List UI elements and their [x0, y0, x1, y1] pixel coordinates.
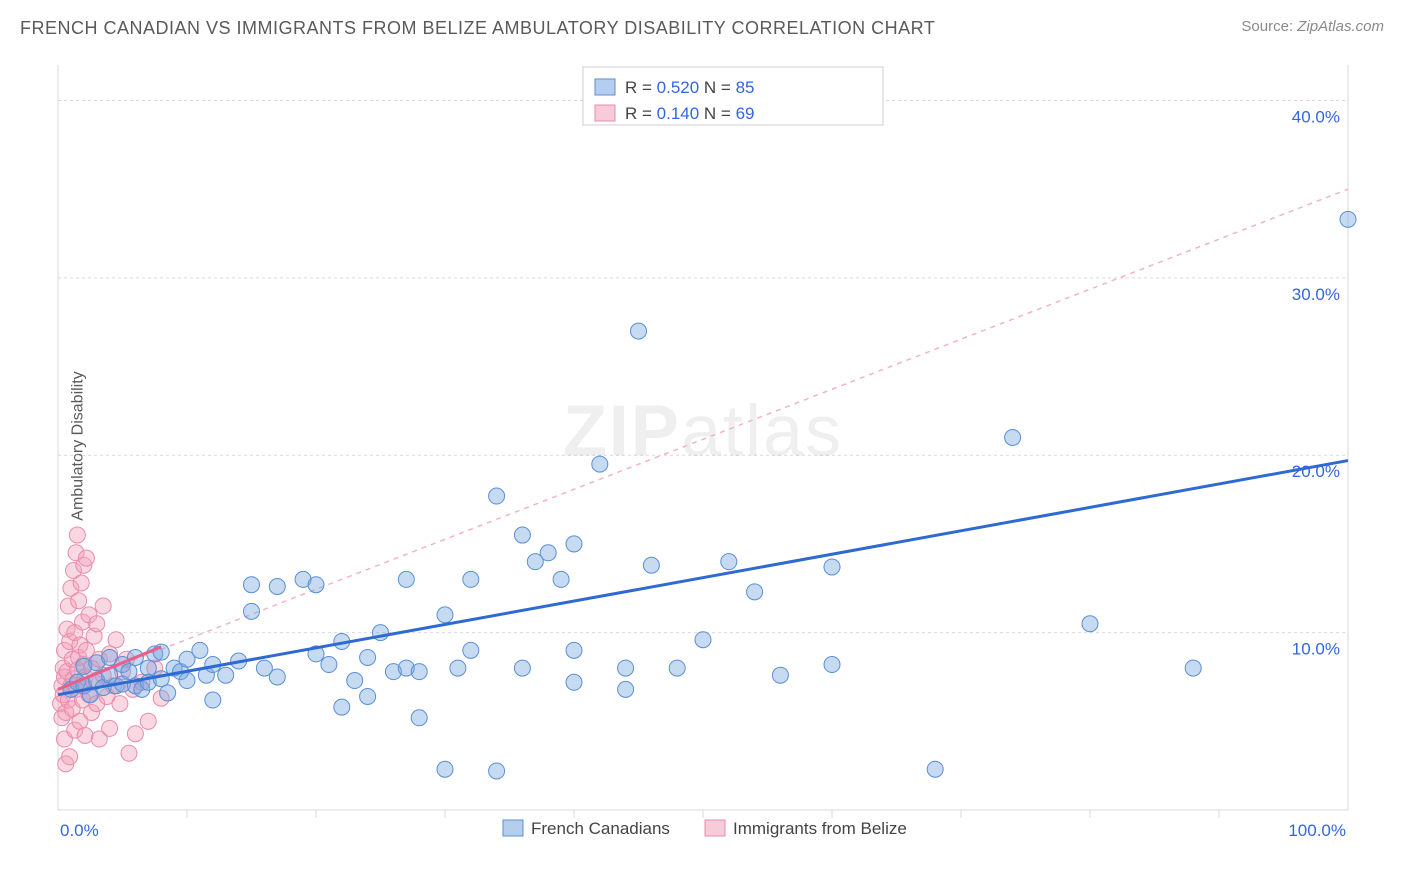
- x-tick-label: 0.0%: [60, 821, 99, 840]
- data-point: [112, 696, 128, 712]
- data-point: [153, 671, 169, 687]
- data-point: [540, 545, 556, 561]
- data-point: [450, 660, 466, 676]
- data-point: [321, 657, 337, 673]
- data-point: [489, 763, 505, 779]
- legend-series-label: French Canadians: [531, 819, 670, 838]
- data-point: [140, 660, 156, 676]
- legend-series-label: Immigrants from Belize: [733, 819, 907, 838]
- chart-title: FRENCH CANADIAN VS IMMIGRANTS FROM BELIZ…: [20, 18, 935, 39]
- data-point: [669, 660, 685, 676]
- legend-stat-row: R = 0.140 N = 69: [625, 104, 755, 123]
- data-point: [102, 720, 118, 736]
- data-point: [244, 603, 260, 619]
- legend-swatch: [595, 79, 615, 95]
- data-point: [463, 571, 479, 587]
- data-point: [360, 688, 376, 704]
- data-point: [514, 660, 530, 676]
- data-point: [618, 681, 634, 697]
- data-point: [121, 745, 137, 761]
- data-point: [631, 323, 647, 339]
- data-point: [437, 607, 453, 623]
- data-point: [1185, 660, 1201, 676]
- data-point: [824, 559, 840, 575]
- legend-swatch: [705, 820, 725, 836]
- legend-swatch: [595, 105, 615, 121]
- data-point: [1082, 616, 1098, 632]
- data-point: [269, 579, 285, 595]
- data-point: [772, 667, 788, 683]
- data-point: [411, 710, 427, 726]
- data-point: [73, 575, 89, 591]
- data-point: [411, 664, 427, 680]
- data-point: [437, 761, 453, 777]
- data-point: [927, 761, 943, 777]
- data-point: [308, 577, 324, 593]
- y-tick-label: 30.0%: [1292, 285, 1340, 304]
- data-point: [78, 550, 94, 566]
- data-point: [127, 726, 143, 742]
- y-tick-label: 10.0%: [1292, 640, 1340, 659]
- data-point: [218, 667, 234, 683]
- scatter-chart-svg: 10.0%20.0%30.0%40.0%0.0%100.0%ZIPatlasR …: [48, 55, 1388, 840]
- data-point: [334, 699, 350, 715]
- source-value: ZipAtlas.com: [1297, 18, 1384, 35]
- data-point: [824, 657, 840, 673]
- data-point: [360, 649, 376, 665]
- data-point: [514, 527, 530, 543]
- data-point: [153, 644, 169, 660]
- data-point: [398, 571, 414, 587]
- data-point: [1340, 211, 1356, 227]
- x-tick-label: 100.0%: [1288, 821, 1346, 840]
- source-attribution: Source: ZipAtlas.com: [1241, 18, 1384, 35]
- data-point: [179, 673, 195, 689]
- data-point: [192, 642, 208, 658]
- data-point: [566, 536, 582, 552]
- source-label: Source:: [1241, 18, 1297, 35]
- data-point: [140, 713, 156, 729]
- data-point: [1005, 430, 1021, 446]
- data-point: [592, 456, 608, 472]
- data-point: [566, 674, 582, 690]
- data-point: [489, 488, 505, 504]
- legend-stat-row: R = 0.520 N = 85: [625, 78, 755, 97]
- data-point: [721, 554, 737, 570]
- data-point: [121, 664, 137, 680]
- data-point: [77, 728, 93, 744]
- data-point: [160, 685, 176, 701]
- data-point: [695, 632, 711, 648]
- data-point: [553, 571, 569, 587]
- data-point: [71, 593, 87, 609]
- data-point: [347, 673, 363, 689]
- data-point: [566, 642, 582, 658]
- data-point: [244, 577, 260, 593]
- data-point: [643, 557, 659, 573]
- data-point: [269, 669, 285, 685]
- data-point: [108, 632, 124, 648]
- data-point: [62, 749, 78, 765]
- data-point: [747, 584, 763, 600]
- data-point: [205, 692, 221, 708]
- legend-swatch: [503, 820, 523, 836]
- data-point: [69, 527, 85, 543]
- data-point: [618, 660, 634, 676]
- data-point: [89, 616, 105, 632]
- data-point: [463, 642, 479, 658]
- plot-area: 10.0%20.0%30.0%40.0%0.0%100.0%ZIPatlasR …: [48, 55, 1388, 840]
- data-point: [95, 598, 111, 614]
- y-tick-label: 40.0%: [1292, 107, 1340, 126]
